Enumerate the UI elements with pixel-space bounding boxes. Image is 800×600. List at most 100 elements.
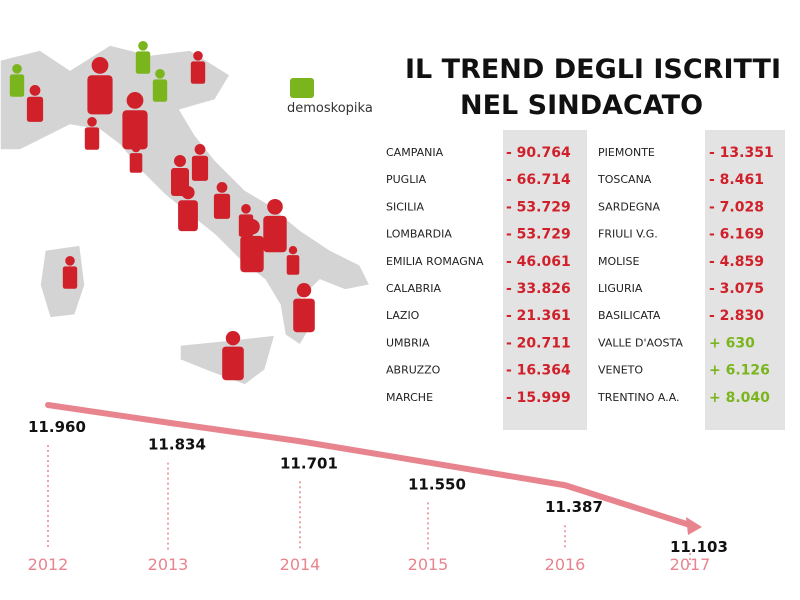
region-name: EMILIA ROMAGNA [386, 255, 484, 268]
region-change: + 6.126 [709, 363, 770, 379]
logo: demoskopika [287, 78, 373, 116]
map [0, 41, 372, 386]
title-line: NEL SINDACATO [460, 90, 703, 121]
arrow-head [686, 517, 702, 535]
value-label: 11.387 [545, 498, 603, 516]
person-icon [135, 51, 151, 74]
year-label: 2015 [408, 555, 449, 574]
value-label: 11.960 [28, 418, 86, 436]
title-line: IL TREND DEGLI ISCRITTI [405, 54, 781, 85]
year-label: 2012 [28, 555, 69, 574]
person-icon [26, 96, 44, 122]
region-change: - 90.764 [506, 145, 571, 161]
region-change: - 7.028 [709, 199, 764, 215]
person-icon [216, 182, 228, 193]
region-change: - 20.711 [506, 335, 571, 351]
value-label: 11.103 [670, 538, 728, 556]
person-icon [193, 51, 203, 61]
region-name: TRENTINO A.A. [597, 391, 680, 404]
person-icon [213, 193, 231, 219]
region-name: TOSCANA [597, 173, 652, 186]
region-change: - 3.075 [709, 281, 764, 297]
person-icon [296, 283, 312, 298]
region-name: SICILIA [386, 200, 425, 213]
region-change: - 53.729 [506, 199, 571, 215]
region-change: - 16.364 [506, 363, 571, 379]
person-icon [241, 204, 251, 214]
person-icon [293, 298, 315, 333]
person-icon [122, 110, 148, 150]
region-change: - 2.830 [709, 308, 764, 324]
value-band [503, 130, 587, 430]
region-change: - 13.351 [709, 145, 774, 161]
person-icon [65, 255, 75, 266]
region-name: VENETO [598, 364, 643, 377]
person-icon [126, 92, 144, 109]
region-change: + 8.040 [709, 390, 770, 406]
trend-line [45, 402, 693, 528]
region-name: MOLISE [598, 255, 640, 268]
person-icon [240, 235, 264, 273]
person-icon [12, 64, 22, 74]
region-change: - 6.169 [709, 227, 764, 243]
region-name: VALLE D'AOSTA [598, 336, 683, 349]
region-name: FRIULI V.G. [598, 228, 658, 241]
person-icon [138, 41, 148, 51]
person-icon [9, 74, 25, 97]
person-icon [131, 144, 141, 153]
person-icon [190, 61, 206, 84]
region-change: - 8.461 [709, 172, 764, 188]
value-label: 11.701 [280, 454, 338, 472]
person-icon [87, 75, 113, 115]
region-name: CALABRIA [386, 282, 442, 295]
person-icon [91, 57, 109, 74]
map-icons [9, 41, 315, 381]
year-label: 2016 [545, 555, 586, 574]
region-name: CAMPANIA [386, 146, 444, 159]
region-name: ABRUZZO [386, 364, 441, 377]
region-name: LAZIO [386, 309, 420, 322]
region-change: - 15.999 [506, 390, 571, 406]
person-icon [244, 219, 260, 235]
person-icon [194, 144, 206, 155]
person-icon [181, 186, 195, 200]
region-name: LOMBARDIA [386, 228, 452, 241]
year-label: 2017 [670, 555, 711, 574]
person-icon [222, 346, 244, 381]
person-icon [62, 266, 78, 289]
region-change: - 46.061 [506, 254, 571, 270]
person-icon [87, 117, 97, 127]
person-icon [263, 215, 287, 253]
brand: demoskopika [287, 101, 373, 116]
region-change: - 4.859 [709, 254, 764, 270]
person-icon [29, 85, 41, 96]
person-icon [152, 79, 168, 102]
trend-chart: 2012 11.960 2013 11.834 2014 11.701 2015 11.550… [28, 402, 728, 574]
year-label: 2013 [148, 555, 189, 574]
region-name: PIEMONTE [598, 146, 655, 159]
region-tables: CAMPANIA - 90.764 PUGLIA - 66.714 SICILIA - 5… [386, 145, 774, 406]
region-name: BASILICATA [598, 309, 661, 322]
region-name: PUGLIA [386, 173, 427, 186]
person-icon [129, 153, 143, 173]
person-icon [267, 199, 283, 215]
region-change: - 33.826 [506, 281, 571, 297]
year-label: 2014 [280, 555, 321, 574]
person-icon [288, 246, 298, 255]
person-icon [191, 155, 209, 181]
person-icon [286, 255, 300, 275]
person-icon [155, 69, 165, 79]
region-name: SARDEGNA [598, 200, 661, 213]
person-icon [174, 155, 186, 167]
region-name: MARCHE [386, 391, 433, 404]
region-name: UMBRIA [386, 336, 430, 349]
region-change: + 630 [709, 335, 755, 351]
value-label: 11.550 [408, 475, 466, 493]
region-change: - 66.714 [506, 172, 571, 188]
person-icon [178, 200, 198, 232]
person-icon [84, 127, 100, 150]
region-name: LIGURIA [598, 282, 643, 295]
value-label: 11.834 [148, 436, 206, 454]
person-icon [225, 331, 241, 346]
